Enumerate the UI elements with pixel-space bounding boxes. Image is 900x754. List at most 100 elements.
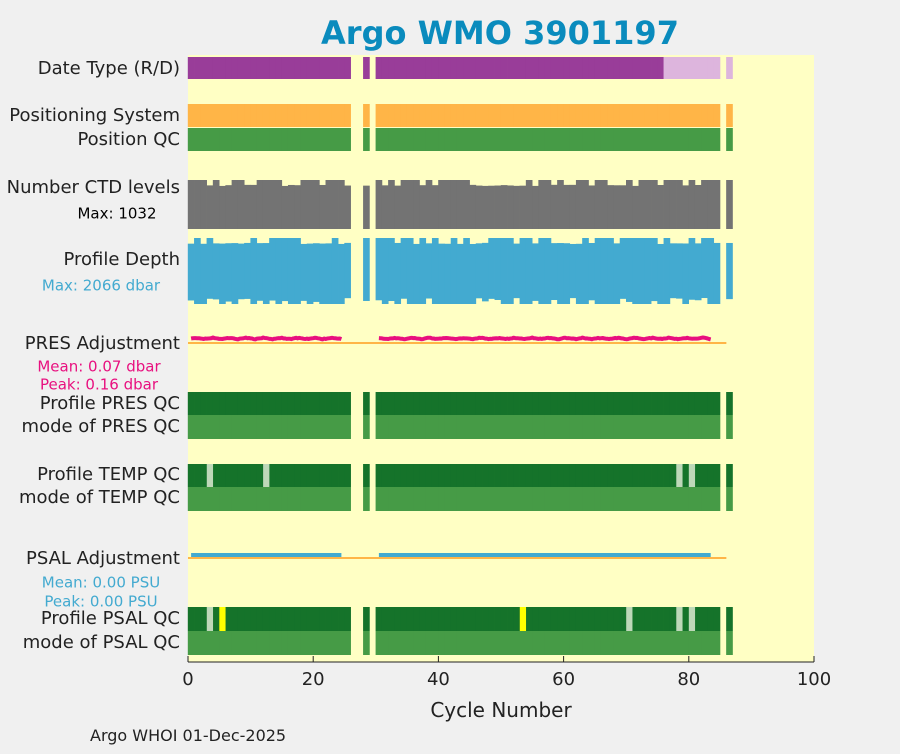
band-cell-0-37 xyxy=(419,128,427,151)
band-cell-0-14 xyxy=(275,607,283,631)
band-cell-0-71 xyxy=(632,487,639,511)
band-cell-0-62 xyxy=(575,487,583,511)
profile-bar-86 xyxy=(726,180,733,229)
band-cell-0-36 xyxy=(413,57,420,79)
band-cell-0-47 xyxy=(482,392,489,415)
band-cell-0-64 xyxy=(588,464,596,487)
profile-bar-13 xyxy=(269,238,276,301)
profile-bar-64 xyxy=(588,242,596,301)
band-cell-0-38 xyxy=(425,57,433,79)
band-cell-0-0 xyxy=(187,57,195,79)
band-cell-0-2 xyxy=(200,487,207,511)
band-cell-0-59 xyxy=(557,104,564,127)
profile-bar-30 xyxy=(375,238,383,301)
band-cell-0-39 xyxy=(431,104,439,127)
band-cell-0-18 xyxy=(300,104,308,127)
profile-bar-38 xyxy=(425,243,433,299)
band-cell-0-6 xyxy=(225,631,233,655)
band-cell-0-64 xyxy=(588,392,596,415)
band-cell-0-73 xyxy=(644,415,652,439)
band-cell-0-13 xyxy=(269,104,276,127)
band-cell-0-11 xyxy=(256,631,264,655)
band-cell-0-22 xyxy=(325,607,333,631)
band-cell-0-16 xyxy=(287,104,295,127)
band-cell-0-66 xyxy=(600,57,608,79)
band-cell-0-61 xyxy=(569,464,577,487)
band-cell-0-32 xyxy=(388,415,395,439)
band-cell-0-44 xyxy=(463,464,470,487)
band-cell-0-74 xyxy=(651,57,658,79)
profile-bar-22 xyxy=(325,180,333,229)
band-cell-0-58 xyxy=(550,487,558,511)
band-cell-0-11 xyxy=(256,392,264,415)
profile-bar-0 xyxy=(187,180,195,229)
band-cell-0-45 xyxy=(469,607,477,631)
band-cell-0-73 xyxy=(644,464,652,487)
band-cell-0-43 xyxy=(456,631,464,655)
band-cell-0-10 xyxy=(250,607,258,631)
band-cell-0-64 xyxy=(588,631,596,655)
band-cell-0-31 xyxy=(381,57,389,79)
band-cell-0-45 xyxy=(469,464,477,487)
band-cell-0-82 xyxy=(701,104,708,127)
band-cell-0-46 xyxy=(475,607,483,631)
band-cell-0-55 xyxy=(532,128,539,151)
band-cell-0-75 xyxy=(657,57,664,79)
band-cell-0-11 xyxy=(256,487,264,511)
profile-bar-67 xyxy=(607,238,614,304)
profile-bar-40 xyxy=(438,180,445,229)
band-cell-0-64 xyxy=(588,128,596,151)
band-cell-0-21 xyxy=(319,607,326,631)
band-cell-0-35 xyxy=(406,487,414,511)
band-cell-0-9 xyxy=(244,392,251,415)
band-cell-0-81 xyxy=(694,607,702,631)
band-cell-0-5 xyxy=(219,415,226,439)
band-cell-0-58 xyxy=(550,464,558,487)
band-cell-0-22 xyxy=(325,464,333,487)
band-cell-0-15 xyxy=(281,631,289,655)
band-cell-0-15 xyxy=(281,57,289,79)
profile-bar-15 xyxy=(281,185,289,229)
band-cell-0-5 xyxy=(219,487,226,511)
band-cell-0-84 xyxy=(713,607,721,631)
band-cell-0-17 xyxy=(294,464,301,487)
profile-bar-48 xyxy=(488,185,495,229)
band-cell-0-33 xyxy=(394,415,402,439)
band-cell-0-4 xyxy=(212,57,220,79)
band-cell-0-34 xyxy=(400,607,408,631)
band-cell-0-76 xyxy=(663,415,671,439)
band-cell-0-61 xyxy=(569,415,577,439)
band-cell-0-73 xyxy=(644,607,652,631)
band-cell-0-73 xyxy=(644,104,652,127)
qc-mark-1 xyxy=(263,464,270,487)
band-cell-0-18 xyxy=(300,487,308,511)
profile-bar-75 xyxy=(657,243,664,304)
band-cell-0-86 xyxy=(726,392,733,415)
band-cell-0-54 xyxy=(525,607,533,631)
profile-bar-28 xyxy=(363,185,370,229)
band-cell-0-56 xyxy=(538,415,546,439)
band-cell-0-0 xyxy=(187,128,195,151)
band-cell-0-25 xyxy=(344,104,351,127)
band-cell-0-16 xyxy=(287,392,295,415)
profile-bar-82 xyxy=(701,180,708,229)
profile-bar-70 xyxy=(626,180,633,229)
band-cell-0-15 xyxy=(281,128,289,151)
band-cell-0-74 xyxy=(651,392,658,415)
band-cell-0-9 xyxy=(244,415,251,439)
band-cell-0-67 xyxy=(607,464,614,487)
band-cell-0-60 xyxy=(563,464,571,487)
band-cell-0-46 xyxy=(475,57,483,79)
band-cell-0-8 xyxy=(237,104,245,127)
band-cell-0-32 xyxy=(388,57,395,79)
profile-bar-67 xyxy=(607,185,614,229)
band-cell-0-80 xyxy=(688,104,696,127)
band-cell-0-80 xyxy=(688,128,696,151)
band-cell-0-10 xyxy=(250,392,258,415)
band-cell-0-7 xyxy=(231,128,239,151)
qc-mark-0 xyxy=(206,464,214,487)
band-cell-0-30 xyxy=(375,487,383,511)
band-cell-0-57 xyxy=(544,631,552,655)
band-cell-0-86 xyxy=(726,464,733,487)
band-cell-1-78 xyxy=(676,57,683,79)
